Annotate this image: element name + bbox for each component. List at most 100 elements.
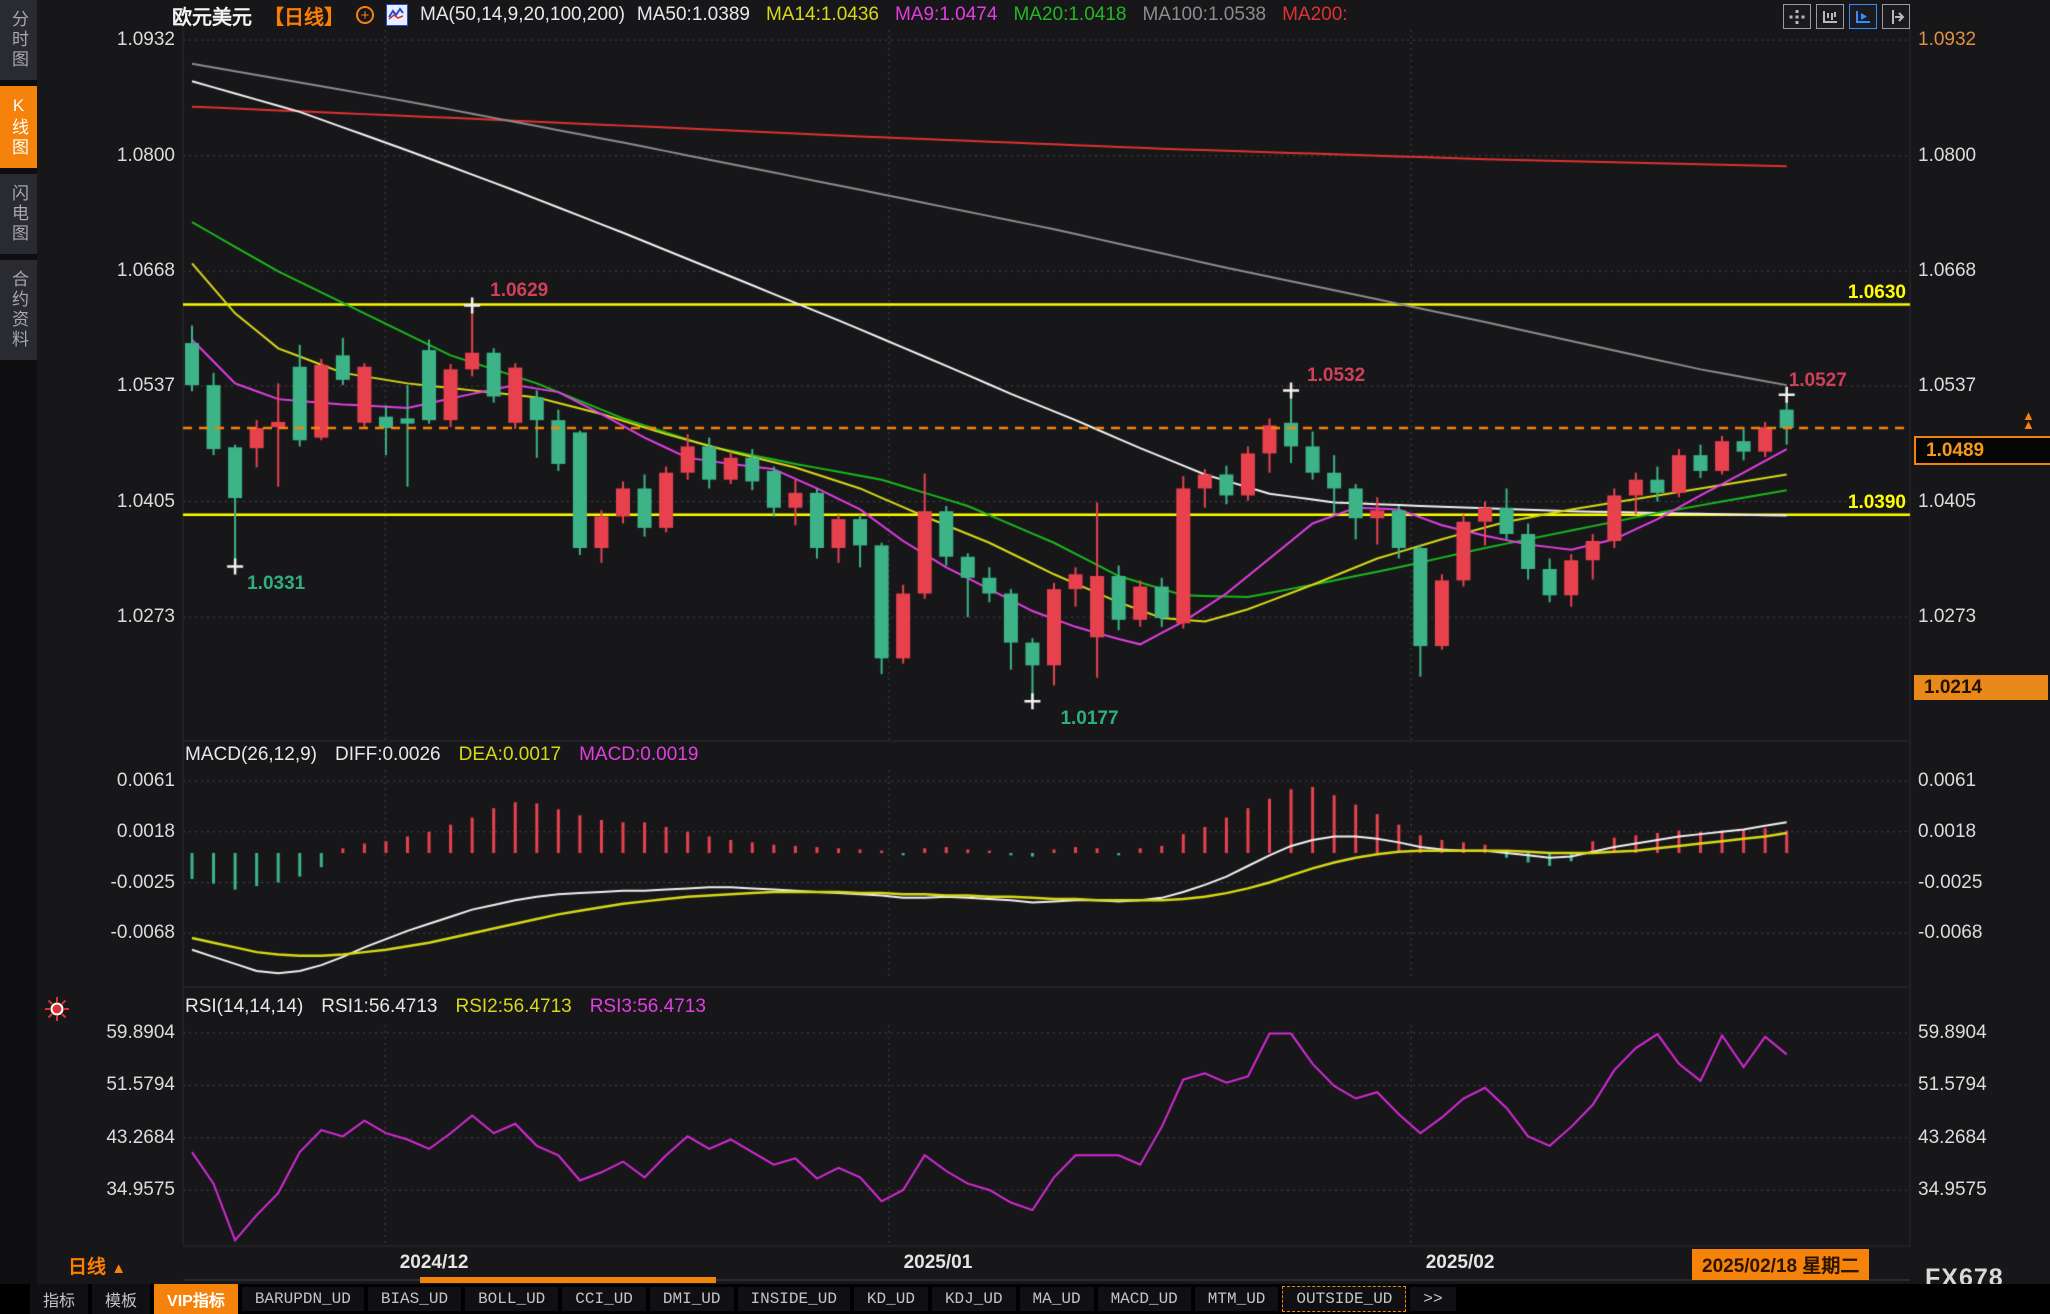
bottom-tab-macdud[interactable]: MACD_UD <box>1097 1287 1191 1311</box>
swing-label-1.0532: 1.0532 <box>1307 365 1366 387</box>
swing-label-1.0527: 1.0527 <box>1788 369 1847 391</box>
axis-tick-label: 59.8904 <box>1918 1022 1987 1043</box>
axis-tick-label: 1.0932 <box>116 29 175 51</box>
axis-tick-label: 51.5794 <box>1918 1074 1987 1096</box>
pan-crosshair-icon[interactable] <box>1783 4 1811 29</box>
symbol-title: 欧元美元 <box>172 6 252 29</box>
left-sidebar: 分时图 K线图闪电图合约资料 <box>0 0 37 1314</box>
add-indicator-icon[interactable]: + <box>356 6 374 24</box>
axis-tick-label: 0.0018 <box>1918 820 1977 842</box>
rsi3-value: RSI3:56.4713 <box>589 996 706 1017</box>
bottom-tab-bollud[interactable]: BOLL_UD <box>465 1287 559 1311</box>
last-price-marker: 1.0489 <box>1914 436 2050 465</box>
axis-tick-label: -0.0068 <box>1918 922 1983 944</box>
period-tag: 【日线】 <box>264 6 344 29</box>
axis-tick-label: 1.0405 <box>116 490 175 512</box>
x-axis-month-label: 2025/01 <box>903 1252 973 1273</box>
macd-indicator-header[interactable]: MACD(26,12,9) DIFF:0.0026 DEA:0.0017 MAC… <box>185 744 698 766</box>
period-selector[interactable]: 日线 ▲ <box>68 1252 126 1279</box>
bottom-tab-vip[interactable]: VIP指标 <box>154 1284 238 1314</box>
bottom-tab-kdud[interactable]: KD_UD <box>853 1287 928 1311</box>
bottom-tab-[interactable]: 模板 <box>92 1284 151 1314</box>
indicator-tab-bar: 指标 模板 VIP指标 BARUPDN_UD BIAS_UD BOLL_UD CCI_UD D… <box>0 1284 2050 1314</box>
axis-tick-label: -0.0068 <box>110 922 175 944</box>
axis-tick-label: -0.0025 <box>110 871 175 893</box>
axis-tick-label: 0.0018 <box>116 820 175 842</box>
rsi1-value: RSI1:56.4713 <box>321 996 438 1017</box>
ma-value-3: MA9:1.0474 <box>894 4 998 25</box>
swing-label-1.0177: 1.0177 <box>1060 708 1119 730</box>
ma-value-1: MA50:1.0389 <box>636 4 750 25</box>
rsi-title: RSI(14,14,14) <box>185 996 304 1017</box>
bottom-tab-insideud[interactable]: INSIDE_UD <box>737 1287 850 1311</box>
horizontal-scrollbar-thumb[interactable] <box>420 1277 716 1283</box>
bottom-tab-[interactable]: >> <box>1410 1287 1456 1311</box>
swing-label-1.0629: 1.0629 <box>490 280 549 302</box>
axis-tick-label: 51.5794 <box>106 1074 175 1096</box>
axis-zoom-icon[interactable] <box>1816 4 1844 29</box>
axis-tick-label: 1.0273 <box>1918 606 1977 628</box>
ma-value-2: MA14:1.0436 <box>765 4 879 25</box>
macd-macd-value: MACD:0.0019 <box>579 744 699 765</box>
macd-title: MACD(26,12,9) <box>185 744 317 765</box>
hline-label-1.0630: 1.0630 <box>1847 281 1906 303</box>
mini-line-chart-icon[interactable] <box>386 4 408 26</box>
chart-toolbar <box>1783 4 1910 29</box>
bottom-tab-cciud[interactable]: CCI_UD <box>562 1287 646 1311</box>
axis-tick-label: 43.2684 <box>1918 1126 1987 1148</box>
bottom-tab-outsideud[interactable]: OUTSIDE_UD <box>1282 1286 1407 1312</box>
ma-value-5: MA100:1.0538 <box>1142 4 1267 25</box>
period-label: 日线 <box>68 1257 107 1278</box>
axis-tick-label: 1.0668 <box>1918 260 1977 282</box>
alert-price-marker: 1.0214 <box>1914 675 2048 700</box>
axis-tick-label: 0.0061 <box>1918 770 1977 792</box>
ma-values-legend: MA50:1.0389 MA14:1.0436 MA9:1.0474 MA20:1.0… <box>637 4 1348 26</box>
axis-tick-label: 34.9575 <box>106 1179 175 1201</box>
horizontal-scrollbar-track[interactable] <box>183 1279 1910 1281</box>
axis-tick-label: 1.0405 <box>1918 490 1977 512</box>
bottom-tab-dmiud[interactable]: DMI_UD <box>649 1287 734 1311</box>
price-up-arrows-icon: ▲ ▲ <box>2022 408 2035 432</box>
sidebar-item-3[interactable]: 闪电图 <box>0 174 37 254</box>
hline-label-1.0390: 1.0390 <box>1847 491 1906 513</box>
axis-tick-label: -0.0025 <box>1918 871 1983 893</box>
axis-tick-label: 1.0537 <box>1918 375 1977 396</box>
rsi-indicator-header[interactable]: RSI(14,14,14) RSI1:56.4713 RSI2:56.4713 … <box>185 996 706 1018</box>
bottom-tab-kdjud[interactable]: KDJ_UD <box>931 1287 1016 1311</box>
bottom-tab-biasud[interactable]: BIAS_UD <box>367 1287 462 1311</box>
axis-tick-label: 1.0800 <box>116 144 175 166</box>
snap-to-right-icon[interactable] <box>1882 4 1910 29</box>
current-date-badge: 2025/02/18 星期二 <box>1692 1249 1870 1280</box>
axis-tick-label: 59.8904 <box>106 1022 175 1043</box>
bottom-tab-mtmud[interactable]: MTM_UD <box>1194 1287 1279 1311</box>
chart-header: 欧元美元 【日线】 + MA(50,14,9,20,100,200) MA50:… <box>172 2 1348 29</box>
swing-label-1.0331: 1.0331 <box>247 573 306 595</box>
axis-tick-label: 1.0800 <box>1918 144 1977 166</box>
bottom-tab-[interactable]: 指标 <box>30 1284 89 1314</box>
axis-tick-label: 0.0061 <box>116 770 175 792</box>
axis-tick-label: 1.0668 <box>116 260 175 282</box>
rsi2-value: RSI2:56.4713 <box>455 996 572 1017</box>
ma-value-4: MA20:1.0418 <box>1013 4 1127 25</box>
triangle-up-icon: ▲ <box>111 1260 127 1277</box>
alert-sun-icon[interactable] <box>44 996 70 1027</box>
axis-tick-label: 34.9575 <box>1918 1179 1987 1201</box>
axis-tick-label: 1.0273 <box>116 606 175 628</box>
sidebar-item-1[interactable]: 分时图 <box>0 0 37 80</box>
x-axis-month-label: 2024/12 <box>399 1252 469 1273</box>
axis-play-icon[interactable] <box>1849 4 1877 29</box>
bottom-tab-maud[interactable]: MA_UD <box>1019 1287 1094 1311</box>
ma-settings-label: MA(50,14,9,20,100,200) <box>420 4 625 25</box>
macd-diff-value: DIFF:0.0026 <box>335 744 441 765</box>
bottom-tab-barupdnud[interactable]: BARUPDN_UD <box>241 1287 364 1311</box>
axis-tick-label: 1.0932 <box>1918 29 1977 51</box>
macd-dea-value: DEA:0.0017 <box>458 744 562 765</box>
ma-value-6: MA200: <box>1282 4 1348 25</box>
x-axis-month-label: 2025/02 <box>1425 1252 1495 1273</box>
axis-tick-label: 1.0537 <box>116 375 175 396</box>
sidebar-item-4[interactable]: 合约资料 <box>0 260 37 360</box>
sidebar-item-2[interactable]: K线图 <box>0 86 37 168</box>
axis-tick-label: 43.2684 <box>106 1126 175 1148</box>
